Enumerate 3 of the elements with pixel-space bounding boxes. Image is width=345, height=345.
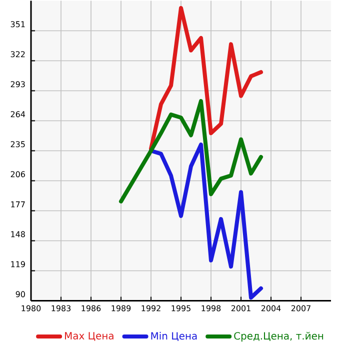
legend-label: Max Цена — [65, 332, 114, 341]
legend-label: Сред.Цена, т.йен — [234, 332, 324, 342]
legend-label: Min Цена — [151, 332, 197, 342]
